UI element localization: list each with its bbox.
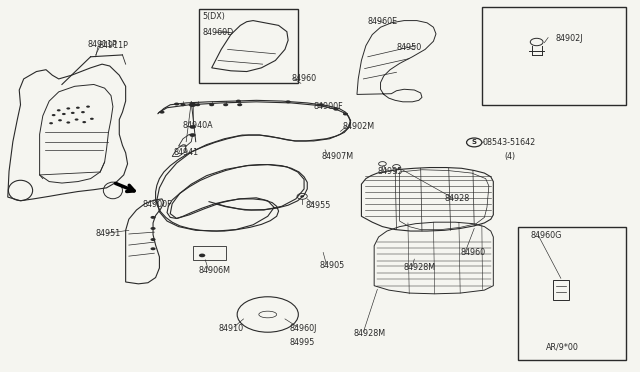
Bar	[199, 9, 298, 83]
Text: 84900F: 84900F	[314, 102, 343, 111]
Bar	[193, 246, 226, 260]
Circle shape	[150, 227, 156, 230]
Text: 84928: 84928	[444, 195, 470, 203]
Bar	[483, 7, 626, 105]
Text: 84928M: 84928M	[354, 329, 386, 338]
Circle shape	[180, 103, 186, 106]
Circle shape	[159, 111, 164, 113]
Bar	[553, 280, 568, 301]
Text: 08543-51642: 08543-51642	[483, 138, 536, 147]
Text: 84995: 84995	[289, 339, 315, 347]
Circle shape	[150, 216, 156, 219]
Circle shape	[52, 114, 56, 116]
Circle shape	[67, 108, 70, 110]
Text: 84951: 84951	[96, 230, 121, 238]
Text: 84995: 84995	[378, 167, 403, 176]
Text: 84955: 84955	[305, 201, 331, 210]
Circle shape	[300, 195, 304, 198]
Circle shape	[67, 121, 70, 124]
Circle shape	[150, 238, 156, 241]
Circle shape	[285, 100, 291, 103]
Circle shape	[209, 103, 214, 106]
Text: 84907M: 84907M	[321, 152, 353, 161]
Bar	[518, 227, 626, 359]
Circle shape	[319, 103, 324, 106]
Text: AR/9*00: AR/9*00	[546, 342, 579, 351]
Circle shape	[86, 106, 90, 108]
Text: 84910: 84910	[218, 324, 243, 333]
Text: 84960D: 84960D	[202, 28, 234, 37]
Text: 84940A: 84940A	[183, 121, 214, 129]
Circle shape	[57, 109, 61, 112]
Circle shape	[223, 103, 228, 106]
Text: 84960E: 84960E	[368, 17, 398, 26]
Text: 84960: 84960	[291, 74, 316, 83]
Circle shape	[189, 133, 196, 137]
Circle shape	[199, 254, 205, 257]
Text: 84950: 84950	[396, 43, 422, 52]
Text: 84911P: 84911P	[99, 41, 129, 50]
Text: 84902M: 84902M	[342, 122, 374, 131]
Circle shape	[195, 103, 200, 106]
Text: 84906M: 84906M	[199, 266, 231, 275]
Text: 5(DX): 5(DX)	[202, 12, 225, 21]
Text: 84911P: 84911P	[88, 41, 117, 49]
Circle shape	[75, 118, 79, 121]
Circle shape	[58, 119, 62, 121]
Circle shape	[76, 107, 80, 109]
Circle shape	[90, 118, 94, 120]
Text: 84905: 84905	[320, 261, 345, 270]
Text: 84941: 84941	[173, 148, 198, 157]
Circle shape	[49, 122, 53, 124]
Circle shape	[150, 247, 156, 250]
Circle shape	[174, 103, 179, 106]
Circle shape	[62, 113, 66, 115]
Circle shape	[333, 108, 339, 111]
Circle shape	[189, 125, 196, 129]
Circle shape	[343, 112, 348, 115]
Circle shape	[189, 103, 196, 107]
Text: (4): (4)	[505, 152, 516, 161]
Circle shape	[81, 111, 85, 113]
Text: 84960J: 84960J	[289, 324, 317, 333]
Text: 84928M: 84928M	[403, 263, 436, 272]
Circle shape	[71, 112, 75, 114]
Text: 84960G: 84960G	[531, 231, 562, 240]
Text: S: S	[472, 140, 477, 145]
Text: 84960: 84960	[460, 248, 485, 257]
Text: 84900F: 84900F	[143, 200, 172, 209]
Circle shape	[236, 100, 241, 103]
Circle shape	[237, 103, 243, 106]
Text: 84902J: 84902J	[556, 34, 583, 43]
Circle shape	[83, 121, 86, 123]
